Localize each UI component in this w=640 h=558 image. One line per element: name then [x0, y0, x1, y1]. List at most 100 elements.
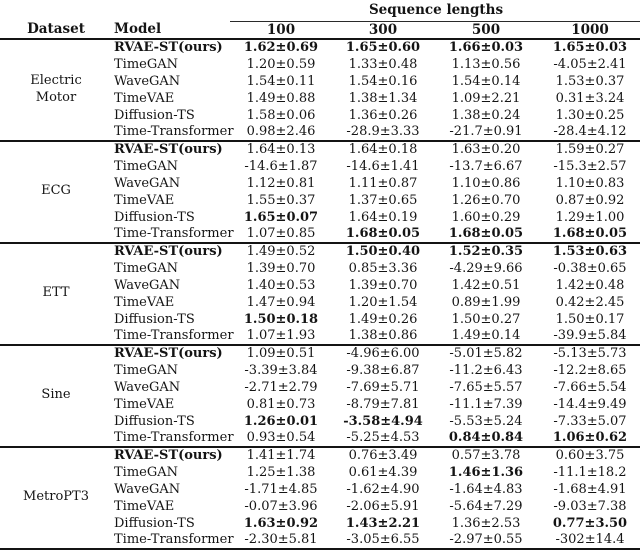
score-value: -4.29±9.66: [449, 260, 523, 276]
score-value: 1.42±0.48: [555, 277, 625, 293]
score-value: 1.06±0.62: [552, 430, 628, 445]
score-value: 1.20±1.54: [348, 294, 418, 310]
table-row: TimeGAN -3.39±3.84 -9.38±6.87 -11.2±6.43 -12…: [0, 362, 640, 379]
table-row: TimeGAN 1.39±0.70 0.85±3.36 -4.29±9.66 -0.38…: [0, 260, 640, 277]
score-value: -21.7±0.91: [449, 124, 523, 139]
model-name: TimeVAE: [114, 90, 175, 106]
table-row: Time-Transformer 1.07±1.93 1.38±0.86 1.49±0…: [0, 328, 640, 345]
model-name: TimeVAE: [114, 294, 175, 310]
table-row: WaveGAN -2.71±2.79 -7.69±5.71 -7.65±5.57 -7.…: [0, 379, 640, 396]
score-value: -7.33±5.07: [553, 413, 627, 429]
score-value: 1.58±0.06: [246, 107, 316, 123]
table-row: TimeGAN -14.6±1.87 -14.6±1.41 -13.7±6.67 -15…: [0, 158, 640, 175]
score-value: 1.43±2.21: [345, 515, 421, 531]
score-value: 1.49±0.88: [246, 90, 316, 106]
score-value: -14.6±1.87: [244, 158, 318, 174]
score-value: -7.69±5.71: [346, 379, 420, 395]
score-value: 1.29±1.00: [555, 209, 625, 225]
score-value: -1.71±4.85: [244, 481, 318, 497]
dataset-label: Electric Motor: [0, 37, 112, 141]
score-value: 1.11±0.87: [348, 175, 418, 191]
table-row: TimeVAE -0.07±3.96 -2.06±5.91 -5.64±7.29 -9.…: [0, 498, 640, 515]
score-value: -9.03±7.38: [553, 498, 627, 514]
score-value: 1.63±0.92: [243, 515, 319, 531]
score-value: -11.1±7.39: [449, 396, 523, 412]
column-header-500: 500: [434, 21, 538, 40]
table-header: Sequence lengths Dataset Model 100 300 5…: [0, 0, 640, 40]
score-value: 1.09±0.51: [230, 343, 332, 362]
column-header-model: Model: [112, 21, 230, 40]
score-value: 1.13±0.56: [451, 56, 521, 72]
score-value: 1.12±0.81: [246, 175, 316, 191]
score-value: 0.31±3.24: [555, 90, 625, 106]
model-name: Time-Transformer: [114, 532, 234, 547]
model-name: TimeVAE: [114, 498, 175, 514]
table-row: TimeGAN 1.20±0.59 1.33±0.48 1.13±0.56 -4.05±…: [0, 56, 640, 73]
score-value: 1.62±0.69: [230, 37, 332, 56]
score-value: 1.07±0.85: [246, 226, 316, 241]
score-value: -14.4±9.49: [553, 396, 627, 412]
score-value: -2.30±5.81: [244, 532, 318, 547]
score-value: -2.97±0.55: [449, 532, 523, 547]
dataset-block: MetroPT3 RVAE-ST(ours) 1.41±1.74 0.76±3.49 0…: [0, 445, 640, 549]
score-value: -7.66±5.54: [553, 379, 627, 395]
column-header-300: 300: [332, 21, 434, 40]
table-row: TimeVAE 1.47±0.94 1.20±1.54 0.89±1.99 0.42±2…: [0, 294, 640, 311]
model-name: RVAE-ST(ours): [112, 343, 230, 362]
model-name: Time-Transformer: [114, 328, 234, 343]
model-name: RVAE-ST(ours): [112, 445, 230, 464]
score-value: 1.33±0.48: [348, 56, 418, 72]
model-name: WaveGAN: [114, 175, 181, 191]
score-value: 1.10±0.86: [451, 175, 521, 191]
score-value: 1.60±0.29: [451, 209, 521, 225]
model-name: TimeGAN: [114, 56, 178, 72]
score-value: 1.46±1.36: [448, 464, 524, 480]
score-value: 1.26±0.70: [451, 192, 521, 208]
score-value: 1.54±0.14: [451, 73, 521, 89]
score-value: 1.20±0.59: [246, 56, 316, 72]
score-value: -3.39±3.84: [244, 362, 318, 378]
model-name: TimeGAN: [114, 158, 178, 174]
dataset-block: Electric Motor RVAE-ST(ours) 1.62±0.69 1.65…: [0, 37, 640, 141]
score-value: 1.64±0.19: [348, 209, 418, 225]
score-value: -7.65±5.57: [449, 379, 523, 395]
sequence-lengths-label: Sequence lengths: [230, 0, 640, 22]
score-value: 1.49±0.26: [348, 311, 418, 327]
model-name: RVAE-ST(ours): [112, 139, 230, 158]
score-value: 1.65±0.07: [243, 209, 319, 225]
score-value: -3.58±4.94: [343, 413, 423, 429]
model-name: TimeVAE: [114, 396, 175, 412]
score-value: 1.68±0.05: [345, 226, 421, 241]
score-value: 1.10±0.83: [555, 175, 625, 191]
score-value: 1.37±0.65: [348, 192, 418, 208]
model-name: WaveGAN: [114, 481, 181, 497]
model-name: Diffusion-TS: [114, 311, 195, 327]
table-row: WaveGAN 1.40±0.53 1.39±0.70 1.42±0.51 1.42±0…: [0, 277, 640, 294]
score-value: -2.71±2.79: [244, 379, 318, 395]
table-row: Diffusion-TS 1.63±0.92 1.43±2.21 1.36±2.53 0…: [0, 515, 640, 532]
score-value: 1.47±0.94: [246, 294, 316, 310]
score-value: 1.66±0.03: [434, 37, 538, 56]
model-name: Time-Transformer: [114, 430, 234, 445]
score-value: 0.87±0.92: [555, 192, 625, 208]
dataset-block: Sine RVAE-ST(ours) 1.09±0.51 -4.96±6.00 -5.0…: [0, 343, 640, 447]
score-value: 1.59±0.27: [538, 139, 640, 158]
score-value: -28.9±3.33: [346, 124, 420, 139]
model-name: Diffusion-TS: [114, 107, 195, 123]
model-name: TimeVAE: [114, 192, 175, 208]
score-value: -4.05±2.41: [553, 56, 627, 72]
table-row: WaveGAN 1.12±0.81 1.11±0.87 1.10±0.86 1.10±0…: [0, 175, 640, 192]
table-row: ETT RVAE-ST(ours) 1.49±0.52 1.50±0.40 1.52±0…: [0, 241, 640, 345]
score-value: -1.64±4.83: [449, 481, 523, 497]
score-value: -5.25±4.53: [346, 430, 420, 445]
score-value: -0.38±0.65: [553, 260, 627, 276]
score-value: -13.7±6.67: [449, 158, 523, 174]
score-value: -14.6±1.41: [346, 158, 420, 174]
score-value: 1.50±0.18: [243, 311, 319, 327]
score-value: 1.40±0.53: [246, 277, 316, 293]
score-value: 0.85±3.36: [348, 260, 418, 276]
table-row: Time-Transformer 0.98±2.46 -28.9±3.33 -21.7…: [0, 124, 640, 141]
table-row: MetroPT3 RVAE-ST(ours) 1.41±1.74 0.76±3.49 0…: [0, 445, 640, 549]
score-value: -0.07±3.96: [244, 498, 318, 514]
